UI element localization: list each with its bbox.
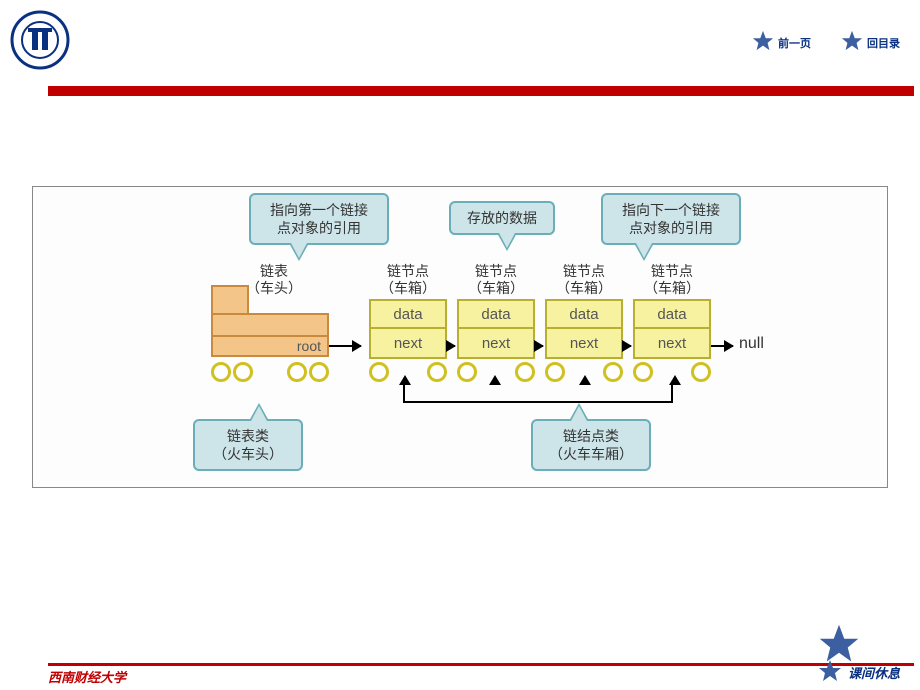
arrow-icon — [535, 345, 543, 347]
callout-line: （火车车厢） — [541, 445, 641, 463]
star-icon — [841, 30, 863, 55]
callout-line: 点对象的引用 — [259, 219, 379, 237]
nav-links: 前一页 回目录 — [752, 30, 900, 55]
nav-toc-button[interactable]: 回目录 — [841, 30, 900, 55]
arrow-icon — [447, 345, 455, 347]
data-field: data — [457, 299, 535, 329]
break-button[interactable]: 课间休息 — [818, 659, 900, 686]
callout-line: 链表类 — [203, 427, 293, 445]
star-icon — [818, 659, 842, 686]
data-field: data — [369, 299, 447, 329]
root-text: root — [297, 338, 321, 354]
wheel-icon — [427, 362, 447, 382]
wheel-icon — [515, 362, 535, 382]
node-group-bracket — [403, 385, 673, 403]
slide-header: 前一页 回目录 — [0, 0, 920, 100]
callout-list-class: 链表类 （火车头） — [193, 419, 303, 471]
arrow-icon — [329, 345, 361, 347]
wheel-icon — [691, 362, 711, 382]
label-line: 链节点 — [545, 263, 623, 280]
label-line: 链节点 — [633, 263, 711, 280]
label-line: （车箱） — [457, 280, 535, 297]
break-label: 课间休息 — [848, 663, 900, 682]
callout-line: 指向下一个链接 — [611, 201, 731, 219]
wheel-icon — [457, 362, 477, 382]
wheel-icon — [211, 362, 231, 382]
node-label: 链节点 （车箱） — [545, 263, 623, 297]
wheel-icon — [233, 362, 253, 382]
callout-line: 点对象的引用 — [611, 219, 731, 237]
diagram-frame: 指向第一个链接 点对象的引用 存放的数据 指向下一个链接 点对象的引用 链表 （… — [32, 186, 888, 488]
data-field: data — [633, 299, 711, 329]
linked-list-diagram: 指向第一个链接 点对象的引用 存放的数据 指向下一个链接 点对象的引用 链表 （… — [33, 187, 887, 487]
university-logo — [10, 10, 70, 70]
label-line: 链节点 — [369, 263, 447, 280]
label-line: （车头） — [239, 280, 309, 297]
nav-prev-button[interactable]: 前一页 — [752, 30, 811, 55]
label-line: 链节点 — [457, 263, 535, 280]
list-node: data next — [369, 299, 447, 359]
label-line: （车箱） — [369, 280, 447, 297]
callout-root-ref: 指向第一个链接 点对象的引用 — [249, 193, 389, 245]
callout-line: 链结点类 — [541, 427, 641, 445]
arrow-icon — [623, 345, 631, 347]
star-icon — [752, 30, 774, 55]
next-field: next — [545, 329, 623, 359]
next-field: next — [369, 329, 447, 359]
callout-data: 存放的数据 — [449, 201, 555, 235]
callout-line: （火车头） — [203, 445, 293, 463]
next-field: next — [457, 329, 535, 359]
callout-line: 指向第一个链接 — [259, 201, 379, 219]
head-label: 链表 （车头） — [239, 263, 309, 297]
label-line: （车箱） — [633, 280, 711, 297]
list-node: data next — [633, 299, 711, 359]
wheel-icon — [287, 362, 307, 382]
label-line: （车箱） — [545, 280, 623, 297]
label-line: 链表 — [239, 263, 309, 280]
nav-prev-label: 前一页 — [778, 35, 811, 51]
callout-next-ref: 指向下一个链接 点对象的引用 — [601, 193, 741, 245]
wheel-icon — [603, 362, 623, 382]
list-node: data next — [457, 299, 535, 359]
title-bar — [48, 86, 914, 96]
wheel-icon — [309, 362, 329, 382]
wheel-icon — [545, 362, 565, 382]
footer-org: 西南财经大学 — [48, 667, 126, 686]
arrow-icon — [711, 345, 733, 347]
node-label: 链节点 （车箱） — [633, 263, 711, 297]
node-label: 链节点 （车箱） — [369, 263, 447, 297]
wheel-icon — [369, 362, 389, 382]
wheel-icon — [633, 362, 653, 382]
footer-bar — [48, 663, 914, 666]
next-field: next — [633, 329, 711, 359]
node-label: 链节点 （车箱） — [457, 263, 535, 297]
list-node: data next — [545, 299, 623, 359]
data-field: data — [545, 299, 623, 329]
callout-text: 存放的数据 — [467, 210, 537, 226]
nav-toc-label: 回目录 — [867, 35, 900, 51]
null-label: null — [739, 335, 764, 353]
callout-node-class: 链结点类 （火车车厢） — [531, 419, 651, 471]
root-field: root — [211, 335, 329, 357]
